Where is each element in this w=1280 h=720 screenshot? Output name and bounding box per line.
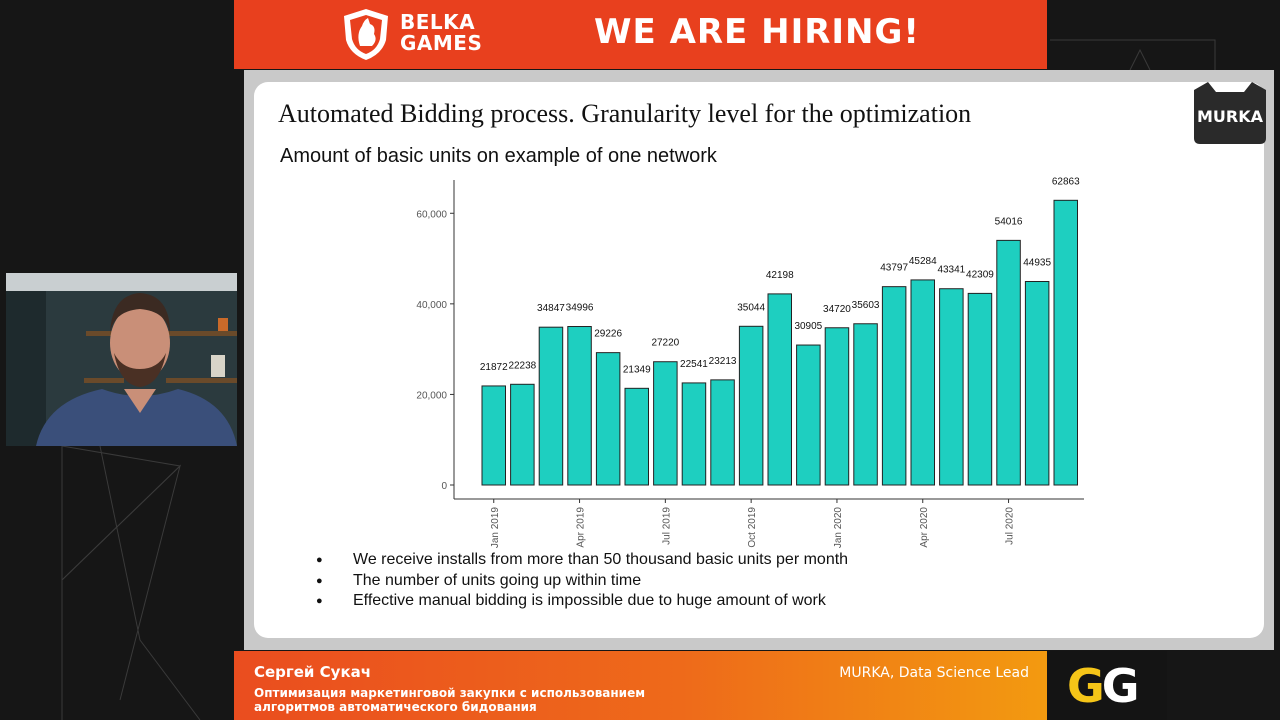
- presenter-webcam: [6, 273, 237, 446]
- talk-title-line: алгоритмов автоматического бидования: [254, 700, 537, 714]
- gg-logo-icon: GG: [1067, 659, 1140, 713]
- bar-value-label: 45284: [909, 256, 937, 267]
- bar-value-label: 34720: [823, 304, 851, 315]
- hiring-headline: WE ARE HIRING!: [594, 12, 920, 52]
- conference-logo: GG: [1047, 651, 1167, 720]
- x-tick-label: Apr 2020: [919, 507, 930, 548]
- bar: [853, 323, 878, 486]
- bar-value-label: 54016: [995, 216, 1023, 227]
- y-tick-label: 40,000: [416, 300, 447, 311]
- bar-value-label: 21349: [623, 364, 651, 375]
- bar-value-label: 34847: [537, 303, 565, 314]
- bar: [824, 327, 850, 486]
- hiring-banner: BELKA GAMES WE ARE HIRING!: [234, 0, 1047, 69]
- bar: [881, 286, 907, 486]
- x-tick-label: Jan 2020: [833, 507, 844, 549]
- bar-value-label: 23213: [709, 356, 737, 367]
- speaker-role: MURKA, Data Science Lead: [839, 665, 1029, 681]
- bar: [510, 383, 535, 486]
- bar-value-label: 27220: [651, 338, 679, 349]
- bar: [910, 279, 935, 486]
- y-tick-label: 60,000: [416, 209, 447, 220]
- bar-value-label: 35603: [852, 300, 880, 311]
- x-tick-label: Jul 2020: [1005, 507, 1016, 545]
- murka-cat-logo-icon: MURKA: [1194, 82, 1266, 144]
- bar: [653, 361, 678, 486]
- presenter-lower-third: Сергей Сукач Оптимизация маркетинговой з…: [234, 651, 1047, 720]
- bar-value-label: 22541: [680, 359, 708, 370]
- bar: [738, 325, 764, 486]
- bullet-item: Effective manual bidding is impossible d…: [316, 591, 848, 612]
- bar: [481, 385, 506, 486]
- x-tick-label: Apr 2019: [576, 507, 587, 548]
- bar-value-label: 43341: [937, 265, 965, 276]
- bar: [767, 293, 792, 486]
- bar-value-label: 42309: [966, 269, 994, 280]
- bar-value-label: 35044: [737, 302, 765, 313]
- bar: [939, 288, 964, 486]
- y-tick-label: 0: [441, 481, 447, 492]
- bar-value-label: 43797: [880, 263, 908, 274]
- bar: [567, 326, 592, 486]
- bar: [996, 239, 1021, 486]
- bar: [538, 326, 564, 486]
- belka-games-wordmark: BELKA GAMES: [400, 10, 483, 55]
- bar: [624, 387, 649, 486]
- units-bar-chart: 0 20,000 40,000 60,000 21872 22238 34847 34996 2…: [416, 176, 1084, 549]
- bar: [796, 344, 821, 486]
- bar-value-label: 62863: [1052, 176, 1080, 187]
- bar: [595, 352, 621, 486]
- talk-title: Оптимизация маркетинговой закупки с испо…: [254, 686, 645, 714]
- y-tick-label: 20,000: [416, 390, 447, 401]
- x-tick-label: Oct 2019: [747, 507, 758, 548]
- bar-value-label: 29226: [594, 329, 622, 340]
- bar: [681, 382, 707, 486]
- bar-value-label: 34996: [566, 303, 594, 314]
- bar: [1024, 280, 1050, 486]
- squirrel-shield-logo-icon: [344, 9, 388, 60]
- murka-badge-text: MURKA: [1197, 107, 1264, 126]
- bullet-list: We receive installs from more than 50 th…: [316, 550, 848, 612]
- x-tick-label: Jan 2019: [490, 507, 501, 549]
- speaker-name: Сергей Сукач: [254, 663, 372, 681]
- bar-value-label: 22238: [508, 360, 536, 371]
- bar-value-label: 42198: [766, 270, 794, 281]
- bullet-item: The number of units going up within time: [316, 571, 848, 592]
- slide-subtitle: Amount of basic units on example of one …: [280, 145, 717, 167]
- bar: [1053, 199, 1078, 486]
- bar: [710, 379, 735, 486]
- bullet-item: We receive installs from more than 50 th…: [316, 550, 848, 571]
- bar-value-label: 30905: [794, 321, 822, 332]
- x-tick-label: Jul 2019: [661, 507, 672, 545]
- talk-title-line: Оптимизация маркетинговой закупки с испо…: [254, 686, 646, 700]
- bar-value-label: 44935: [1023, 257, 1051, 268]
- slide-title: Automated Bidding process. Granularity l…: [278, 99, 972, 128]
- bar: [967, 292, 993, 486]
- bar-value-label: 21872: [480, 362, 508, 373]
